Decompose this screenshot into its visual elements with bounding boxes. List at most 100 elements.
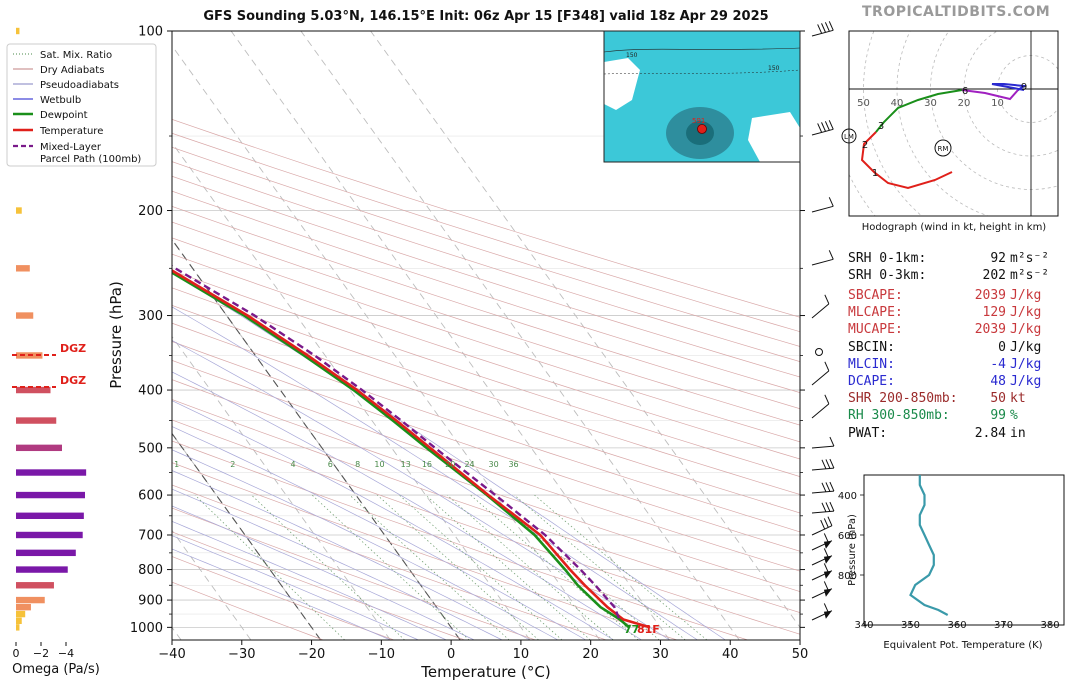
- hodograph-height-label: 2: [862, 140, 868, 151]
- dry-adiabat: [172, 484, 607, 640]
- dgz-label: DGZ: [60, 342, 86, 355]
- hodograph-ring-label: 20: [958, 98, 971, 109]
- stat-row: DCAPE: 48 J/kg: [848, 374, 1058, 391]
- dry-adiabat: [172, 322, 800, 533]
- x-tick-label: 10: [513, 647, 530, 662]
- pseudoadiabat: [172, 306, 698, 640]
- omega-bar: [16, 603, 31, 611]
- brand-logo: TROPICALTIDBITS.COM: [862, 4, 1051, 20]
- wind-barb-icon: [811, 458, 835, 471]
- omega-bar: [16, 469, 87, 476]
- mixing-ratio-label: 30: [489, 460, 499, 469]
- isotherm: [172, 142, 531, 640]
- hodograph-ring-label: 10: [991, 98, 1004, 109]
- pseudoadiabat: [172, 400, 614, 640]
- omega-bar: [16, 617, 22, 625]
- stat-unit: %: [1010, 408, 1018, 423]
- legend-label: Wetbulb: [40, 95, 81, 106]
- dry-adiabat: [172, 237, 800, 443]
- mixing-ratio-label: 10: [374, 460, 384, 469]
- dry-adiabat: [172, 462, 678, 640]
- x-tick-label: 20: [582, 647, 599, 662]
- y-tick-label: 400: [138, 384, 163, 399]
- stat-row: MUCAPE: 2039 J/kg: [848, 322, 1058, 339]
- theta-e-y-tick-label: 400: [838, 491, 857, 502]
- dry-adiabat: [172, 360, 800, 572]
- hodograph-frame: [848, 30, 1059, 217]
- right-mover-icon: [934, 139, 952, 157]
- pseudoadiabat: [172, 371, 642, 640]
- isotherm: [300, 31, 740, 640]
- map-location-marker: [697, 124, 707, 134]
- stat-unit: J/kg: [1010, 322, 1042, 337]
- hodograph-caption: Hodograph (wind in kt, height in km): [862, 222, 1047, 233]
- stat-label: DCAPE:: [848, 374, 895, 389]
- theta-e-line: [909, 475, 949, 616]
- omega-tick-label: 0: [13, 647, 20, 660]
- stat-row: SBCIN: 0 J/kg: [848, 340, 1058, 357]
- stat-unit: J/kg: [1010, 374, 1042, 389]
- skewt-background: [172, 31, 800, 640]
- dry-adiabat: [172, 175, 800, 378]
- omega-bar: [16, 512, 84, 519]
- wind-barb-icon: [811, 563, 833, 581]
- dry-adiabat: [172, 221, 800, 426]
- dry-adiabat: [172, 581, 324, 640]
- theta-e-y-label: Pressure (hPa): [847, 514, 858, 586]
- stat-unit: m²s⁻²: [1010, 251, 1050, 266]
- stat-label: SHR 200-850mb:: [848, 391, 958, 406]
- legend-label: Dry Adiabats: [40, 65, 104, 76]
- y-tick-label: 500: [138, 441, 163, 456]
- wind-barb-icon: [811, 481, 835, 494]
- dry-adiabat: [172, 146, 800, 347]
- stat-label: MUCAPE:: [848, 322, 903, 337]
- mixing-ratio-label: 6: [328, 460, 333, 469]
- omega-bar: [16, 265, 30, 272]
- x-tick-label: −10: [368, 647, 395, 662]
- map-contour-label: 150: [768, 65, 780, 72]
- mixing-ratio-line: [349, 494, 510, 640]
- pseudoadiabat: [172, 426, 586, 640]
- mixing-ratio-line: [251, 494, 405, 640]
- wind-barb-icon: [811, 581, 833, 599]
- theta-e-x-tick-label: 360: [947, 620, 966, 631]
- theta-e-x-tick-label: 350: [901, 620, 920, 631]
- isotherm-key: [172, 238, 461, 640]
- wind-barb-icon: [811, 294, 830, 319]
- stat-unit: m²s⁻²: [1010, 268, 1050, 283]
- hodograph-trace-top: [991, 83, 1027, 91]
- wind-barb-icon: [811, 533, 833, 551]
- dry-adiabat: [172, 419, 800, 635]
- stat-row: RH 300-850mb: 99%: [848, 408, 1058, 425]
- stat-value: 50: [990, 391, 1006, 406]
- dry-adiabat: [172, 270, 800, 477]
- dry-adiabat: [172, 287, 800, 495]
- dry-adiabat: [172, 132, 800, 333]
- pseudoadiabat: [172, 488, 503, 640]
- theta-e-panel: 340 350 360 370 380 400 600 800 Equivalent Pot. …: [838, 474, 1065, 651]
- theta-e-frame: [863, 474, 1065, 626]
- legend-label: Pseudoadiabats: [40, 80, 119, 91]
- theta-e-y-tick-label: 800: [838, 571, 857, 582]
- stat-row: MLCAPE: 129 J/kg: [848, 305, 1058, 322]
- theta-e-x-tick-label: 370: [994, 620, 1013, 631]
- pseudoadiabat: [172, 548, 391, 640]
- stat-label: SRH 0-3km:: [848, 268, 927, 283]
- stat-unit: in: [1010, 426, 1026, 441]
- omega-bar: [16, 417, 57, 424]
- mixing-ratio-label: 36: [508, 460, 518, 469]
- mixing-ratio-label: 16: [422, 460, 432, 469]
- map-land: [748, 112, 800, 162]
- y-tick-label: 100: [138, 25, 163, 40]
- omega-bar: [16, 27, 20, 35]
- dry-adiabat: [172, 556, 395, 640]
- hodograph-height-label: 1: [872, 168, 878, 179]
- wind-barb-icon: [811, 516, 833, 536]
- omega-tick-label: −2: [33, 647, 49, 660]
- legend-label: Mixed-Layer: [40, 142, 102, 153]
- stat-value: 2.84: [974, 426, 1006, 441]
- stat-value: 2039: [974, 322, 1006, 337]
- stat-value: 129: [982, 305, 1006, 320]
- wind-barb-icon: [815, 348, 823, 356]
